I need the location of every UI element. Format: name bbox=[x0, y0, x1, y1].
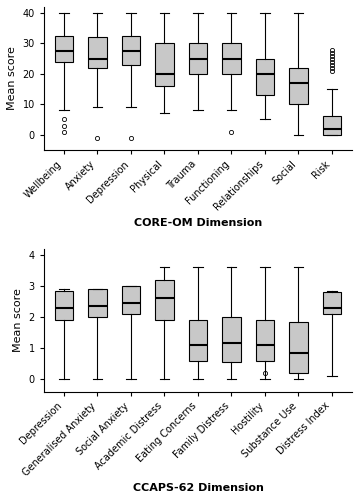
PathPatch shape bbox=[55, 290, 73, 320]
PathPatch shape bbox=[189, 44, 207, 74]
PathPatch shape bbox=[189, 320, 207, 360]
X-axis label: CORE-OM Dimension: CORE-OM Dimension bbox=[134, 218, 262, 228]
PathPatch shape bbox=[256, 320, 274, 360]
Y-axis label: Mean score: Mean score bbox=[7, 46, 17, 110]
PathPatch shape bbox=[88, 289, 107, 317]
PathPatch shape bbox=[122, 286, 140, 314]
PathPatch shape bbox=[155, 280, 174, 320]
PathPatch shape bbox=[289, 322, 308, 373]
PathPatch shape bbox=[155, 44, 174, 86]
PathPatch shape bbox=[222, 317, 241, 362]
PathPatch shape bbox=[88, 38, 107, 68]
PathPatch shape bbox=[323, 116, 341, 134]
Y-axis label: Mean score: Mean score bbox=[13, 288, 23, 352]
PathPatch shape bbox=[55, 36, 73, 62]
PathPatch shape bbox=[323, 292, 341, 314]
PathPatch shape bbox=[122, 36, 140, 64]
PathPatch shape bbox=[256, 58, 274, 95]
X-axis label: CCAPS-62 Dimension: CCAPS-62 Dimension bbox=[132, 483, 264, 493]
PathPatch shape bbox=[222, 44, 241, 74]
PathPatch shape bbox=[289, 68, 308, 104]
